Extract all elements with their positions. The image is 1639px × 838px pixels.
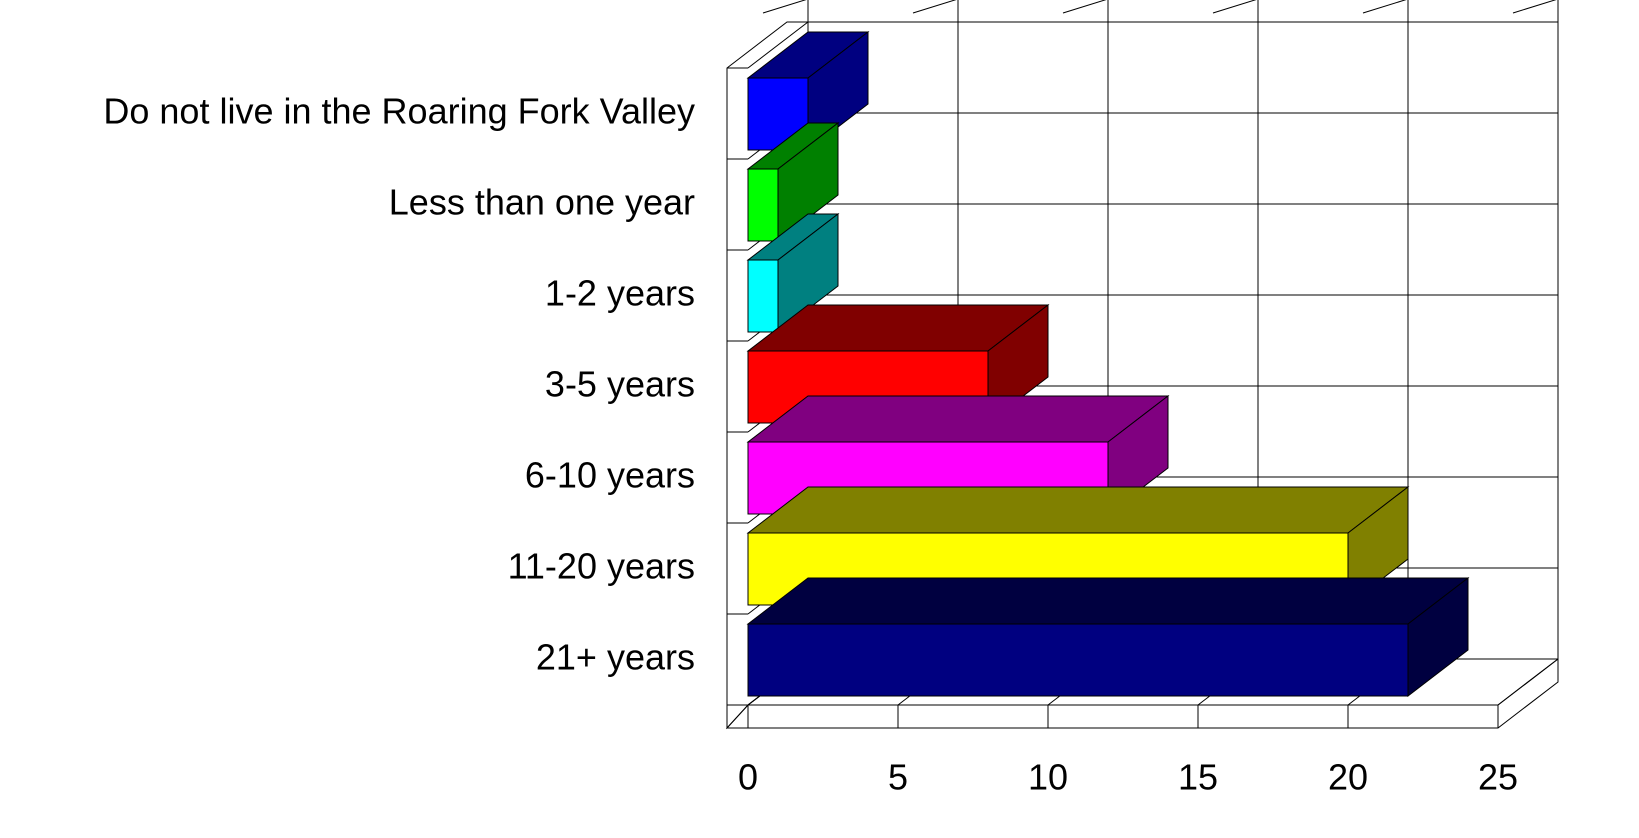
top-edge: [762, 0, 807, 14]
y-tick-label: 6-10 years: [525, 455, 695, 496]
x-tick-label: 20: [1328, 757, 1368, 798]
bar: [747, 259, 779, 333]
x-tick-label: 15: [1178, 757, 1218, 798]
y-tick-label: 3-5 years: [545, 364, 695, 405]
x-tick-label: 25: [1478, 757, 1518, 798]
top-edge: [912, 0, 957, 14]
bar-top: [746, 577, 1470, 625]
grid-line: [1497, 658, 1559, 706]
top-edge: [1512, 0, 1557, 14]
top-edge: [1062, 0, 1107, 14]
x-tick-label: 10: [1028, 757, 1068, 798]
bar: [747, 623, 1409, 697]
x-tick-label: 5: [888, 757, 908, 798]
bar-top: [746, 486, 1410, 534]
y-tick-label: 1-2 years: [545, 273, 695, 314]
top-edge: [1212, 0, 1257, 14]
bar: [747, 168, 779, 242]
y-tick-label: Do not live in the Roaring Fork Valley: [103, 91, 695, 132]
y-tick-label: Less than one year: [389, 182, 695, 223]
top-edge: [1362, 0, 1407, 14]
y-tick-label: 11-20 years: [508, 546, 695, 587]
x-tick-label: 0: [738, 757, 758, 798]
band-line: [747, 21, 809, 69]
y-tick-label: 21+ years: [536, 637, 695, 678]
bar-top: [746, 395, 1170, 443]
